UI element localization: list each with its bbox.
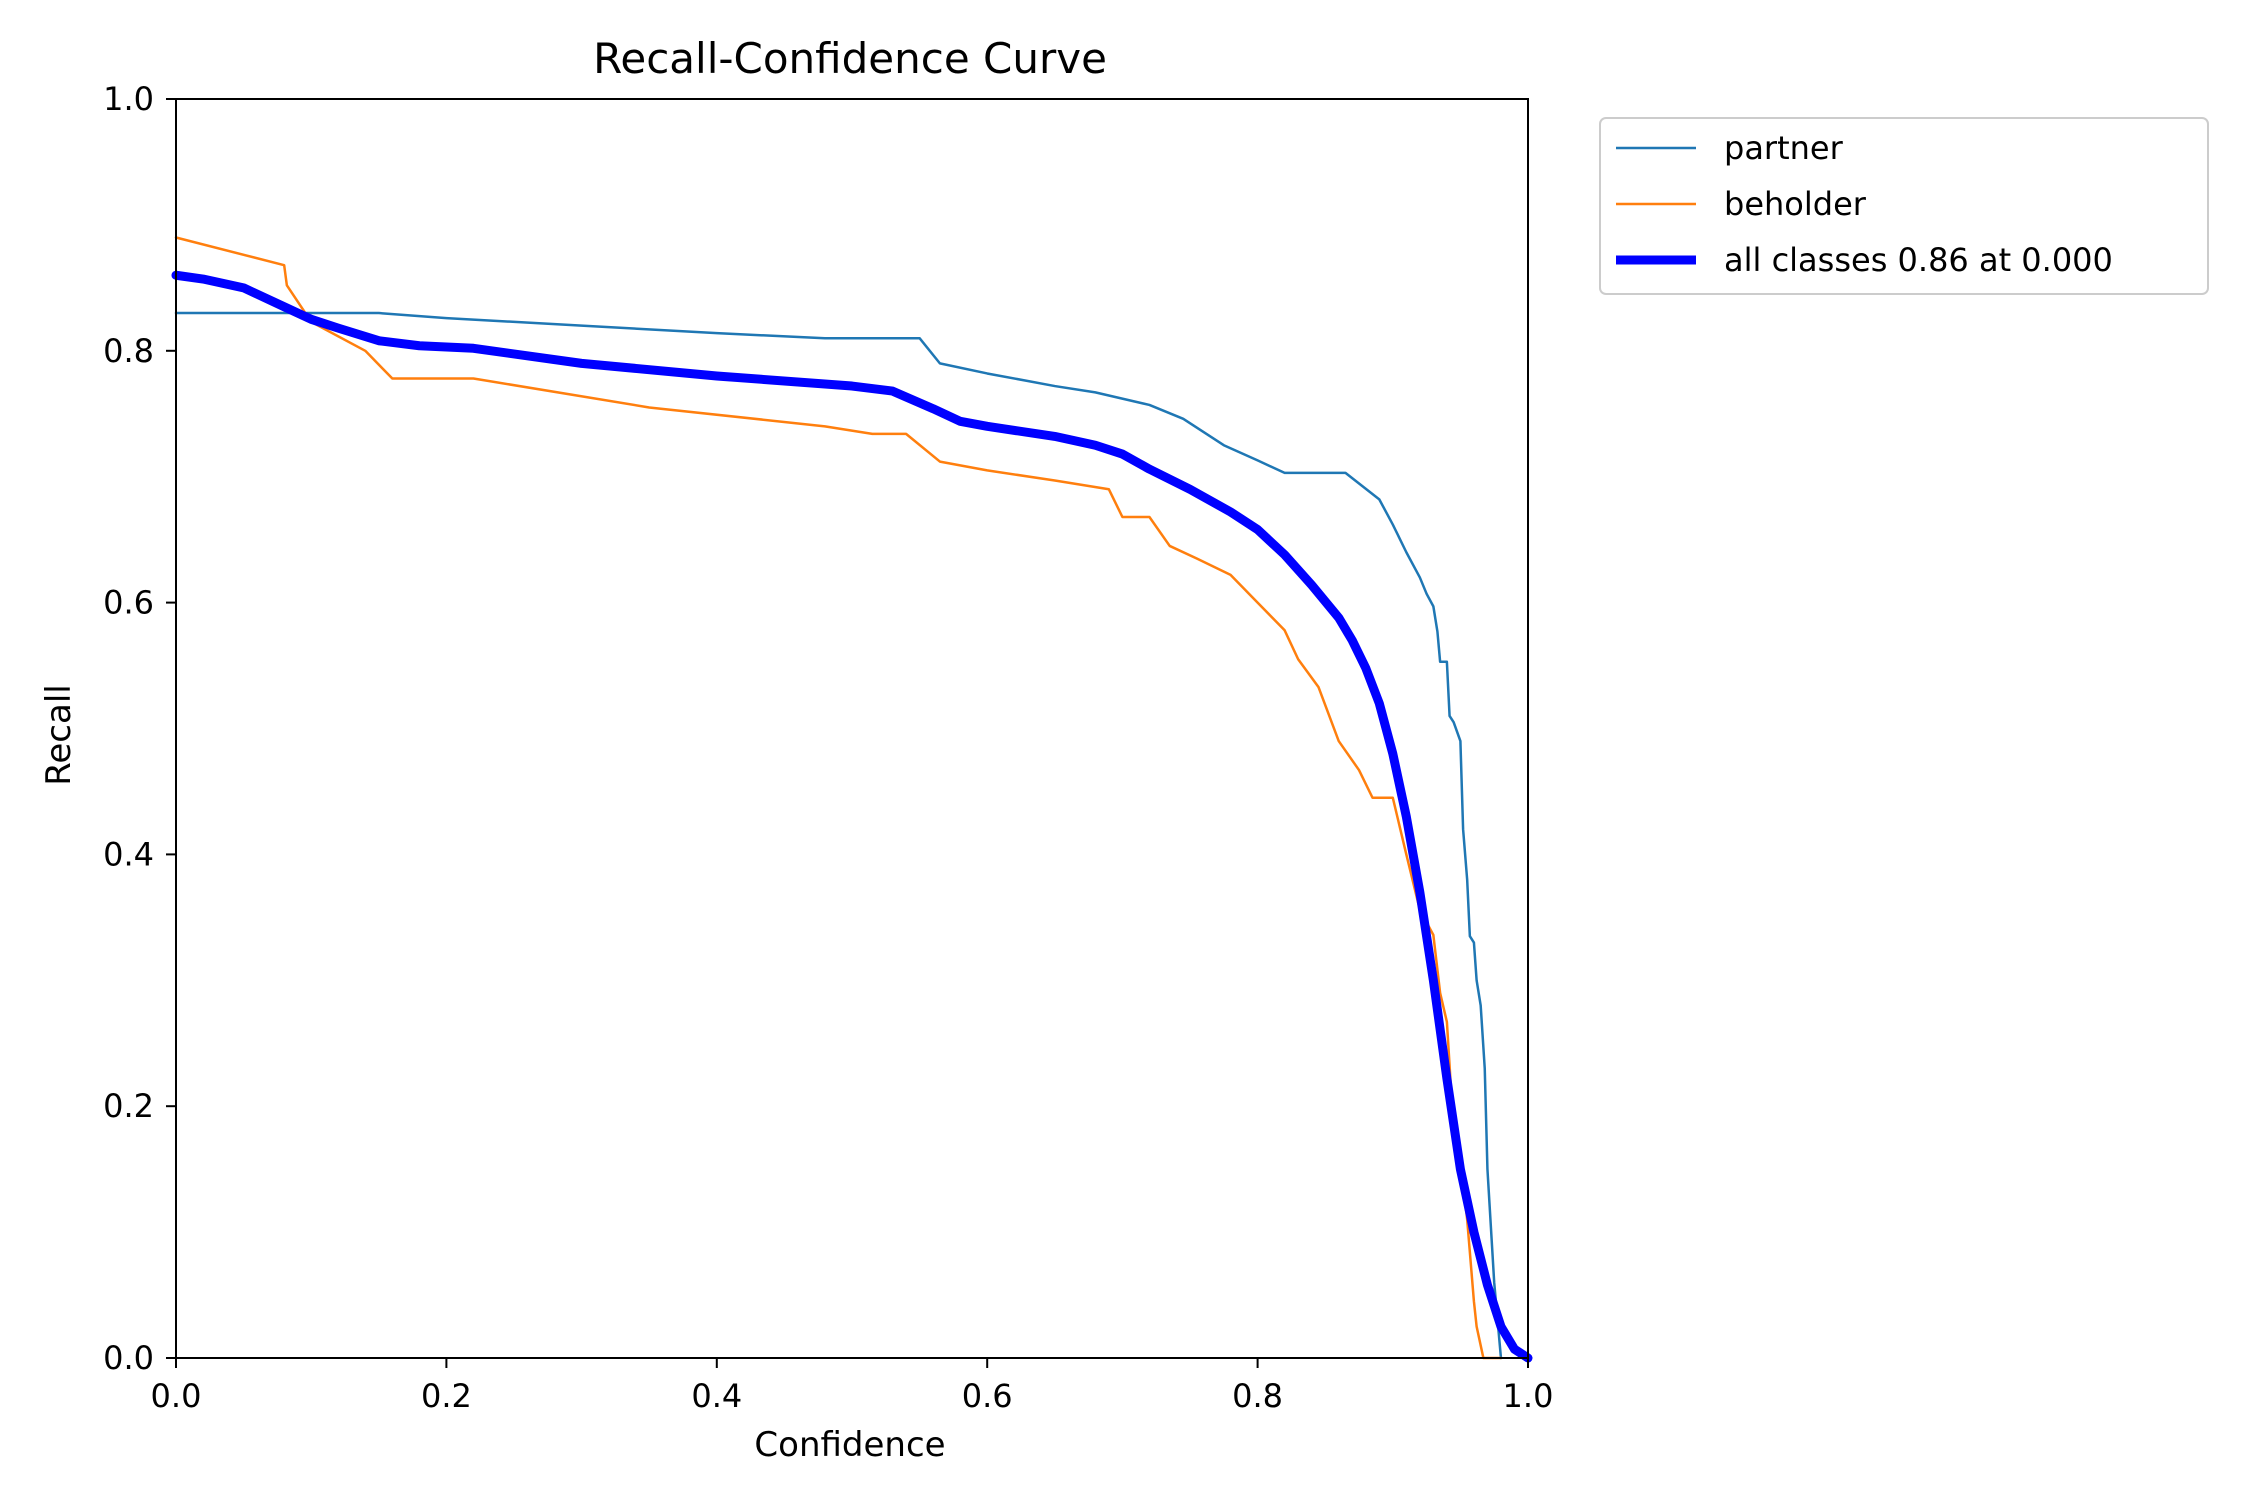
series-line-0 <box>174 311 1503 1360</box>
x-tick-label: 0.6 <box>962 1377 1013 1415</box>
y-tick-label: 0.8 <box>103 332 154 370</box>
chart-title: Recall-Confidence Curve <box>593 34 1107 83</box>
legend-label-2: all classes 0.86 at 0.000 <box>1724 241 2113 279</box>
x-tick-label: 0.2 <box>421 1377 472 1415</box>
series-line-1 <box>174 236 1503 1360</box>
x-axis-label: Confidence <box>754 1425 945 1465</box>
legend-label-0: partner <box>1724 129 1844 167</box>
y-tick-label: 0.6 <box>103 584 154 622</box>
legend-label-1: beholder <box>1724 185 1867 223</box>
y-tick-label: 0.0 <box>103 1339 154 1377</box>
legend-frame <box>1599 117 2209 295</box>
plot-frame <box>175 98 1529 1359</box>
series-layer <box>171 236 1533 1363</box>
x-tick-label: 0.0 <box>151 1377 202 1415</box>
x-tick-label: 1.0 <box>1503 1377 1554 1415</box>
y-tick-label: 0.4 <box>103 835 154 873</box>
axes-layer: 0.0 0.2 0.4 0.6 0.8 1.0 0.0 0.2 0.4 0.6 0.8 1.0 <box>103 80 1553 1415</box>
y-tick-label: 1.0 <box>103 80 154 118</box>
series-line-2 <box>171 270 1533 1363</box>
y-axis-label: Recall <box>39 684 79 785</box>
x-tick-label: 0.8 <box>1232 1377 1283 1415</box>
legend: partner beholder all classes 0.86 at 0.000 <box>1599 117 2209 295</box>
y-tick-label: 0.2 <box>103 1087 154 1125</box>
x-tick-label: 0.4 <box>691 1377 742 1415</box>
